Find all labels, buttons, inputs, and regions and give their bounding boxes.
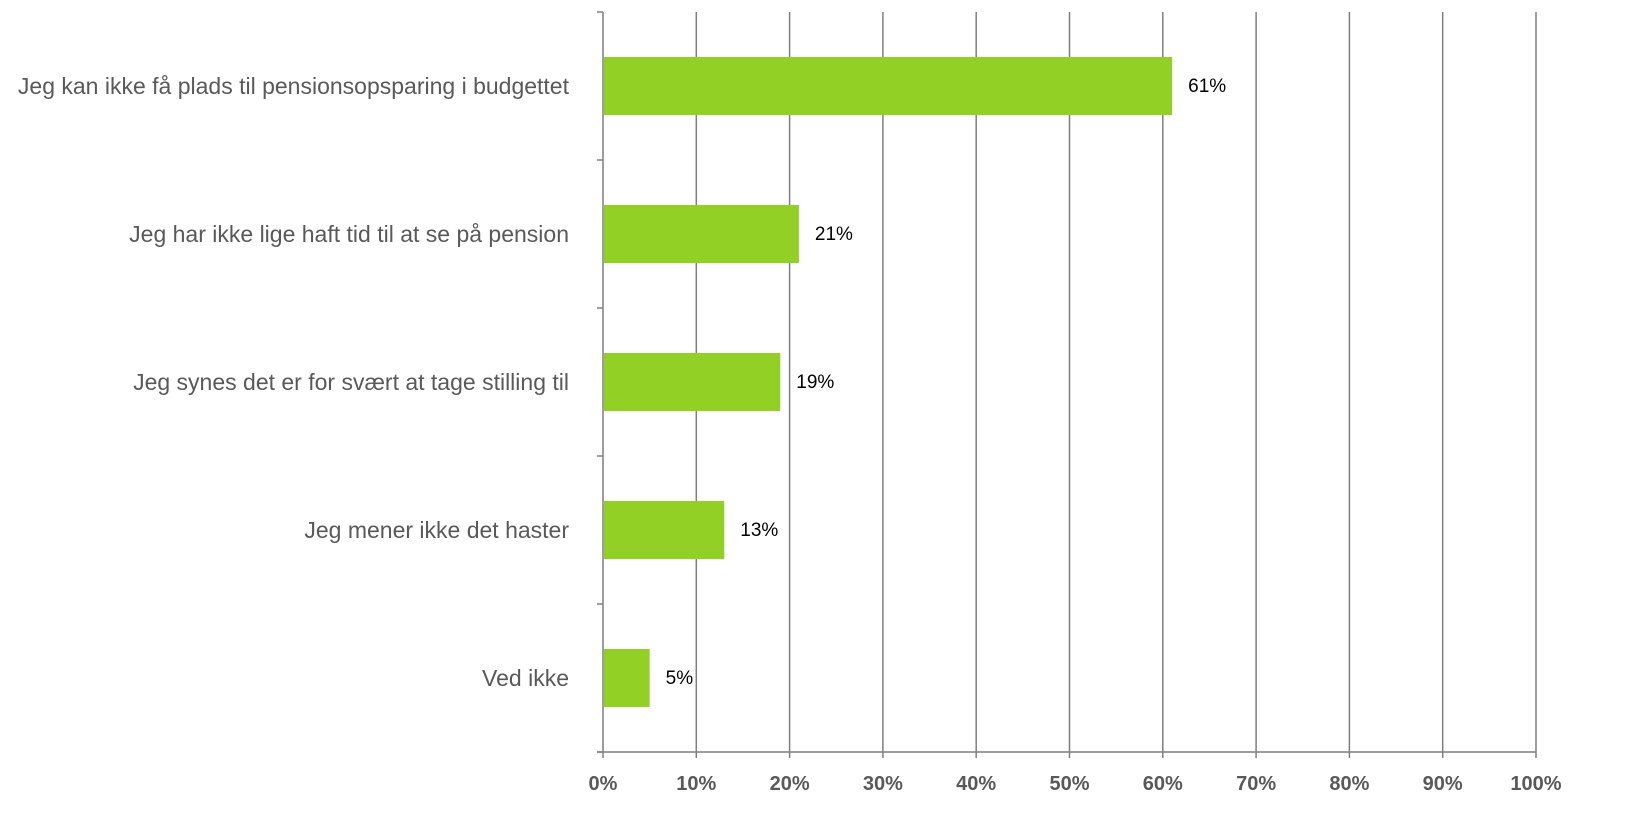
category-label: Jeg har ikke lige haft tid til at se på … xyxy=(129,221,569,247)
x-tick-label: 80% xyxy=(1329,773,1369,795)
gridlines xyxy=(695,12,1537,752)
category-label: Jeg kan ikke få plads til pensionsopspar… xyxy=(18,73,570,99)
data-label: 21% xyxy=(815,224,853,245)
x-tick-label: 90% xyxy=(1423,773,1463,795)
x-tick-label: 20% xyxy=(770,773,810,795)
bar xyxy=(604,649,650,707)
category-label: Jeg mener ikke det haster xyxy=(304,517,569,543)
data-label: 19% xyxy=(796,372,834,393)
x-tick-label: 0% xyxy=(589,773,618,795)
x-tick-label: 10% xyxy=(676,773,716,795)
data-label: 61% xyxy=(1188,76,1226,97)
x-tick-label: 70% xyxy=(1236,773,1276,795)
bar xyxy=(604,57,1173,115)
category-label: Ved ikke xyxy=(482,665,569,691)
bar xyxy=(604,205,799,263)
x-tick-label: 40% xyxy=(956,773,996,795)
x-tick-label: 50% xyxy=(1049,773,1089,795)
axes xyxy=(597,11,1537,758)
bars xyxy=(604,57,1173,707)
bar xyxy=(604,501,725,559)
category-label: Jeg synes det er for svært at tage still… xyxy=(133,369,569,395)
data-label: 5% xyxy=(666,668,694,689)
labels: 0% 10% 20% 30% 40% 50% 60% 70% 80% 90% 100% Jeg kan… xyxy=(18,73,1562,795)
x-tick-label: 100% xyxy=(1510,773,1561,795)
x-tick-label: 30% xyxy=(863,773,903,795)
bar xyxy=(604,353,781,411)
x-tick-label: 60% xyxy=(1143,773,1183,795)
data-label: 13% xyxy=(740,520,778,541)
